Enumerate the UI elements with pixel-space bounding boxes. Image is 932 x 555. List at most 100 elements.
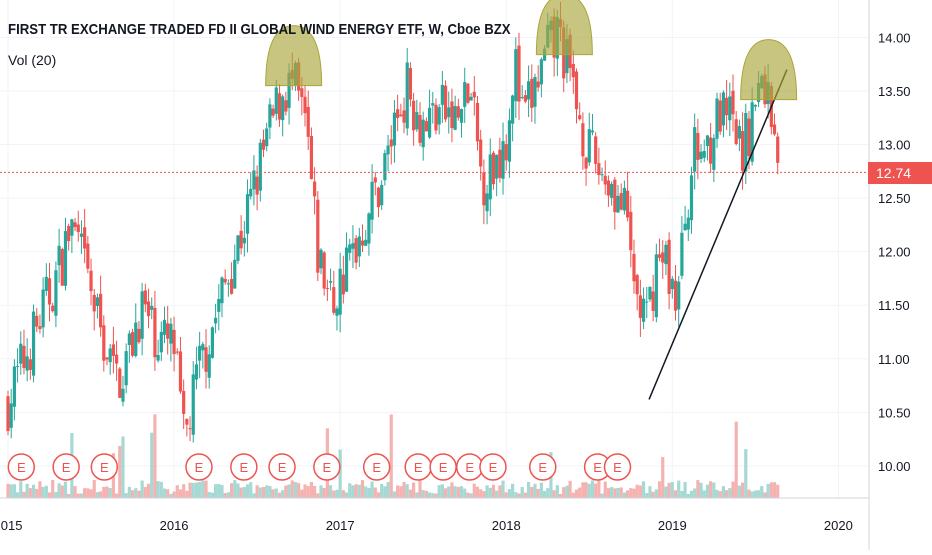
candle-body [571, 64, 575, 78]
volume-bar [533, 483, 537, 498]
candle-body [520, 97, 524, 99]
candle-body [185, 419, 189, 425]
volume-bar [360, 480, 365, 498]
volume-bar [539, 482, 543, 498]
candle-body [667, 239, 671, 294]
volume-bar [680, 490, 684, 498]
volume-bar [677, 480, 681, 498]
volume-bar [15, 492, 20, 498]
candle-body [328, 281, 333, 283]
volume-bar [277, 492, 282, 498]
candle-body [249, 188, 253, 197]
candle-body [265, 128, 269, 147]
candle-body [261, 139, 266, 150]
volume-bar [424, 490, 428, 498]
volume-bar [552, 490, 556, 498]
candle-body [54, 270, 58, 316]
y-tick-label: 10.50 [878, 405, 911, 420]
candle-body [747, 118, 751, 157]
volume-bar [756, 490, 761, 498]
candle-body [127, 333, 131, 346]
volume-bar [763, 492, 767, 498]
candle-body [83, 227, 87, 249]
volume-bar [134, 488, 138, 498]
candle-body [239, 230, 243, 249]
candle-body [284, 100, 288, 112]
volume-bar [769, 482, 773, 498]
volume-bar [670, 481, 674, 498]
candle-body [73, 222, 77, 228]
candle-body [389, 139, 393, 147]
candle-body [63, 231, 68, 286]
volume-bar [555, 485, 559, 498]
candle-body [380, 184, 384, 206]
candle-body [252, 170, 256, 190]
candle-body [447, 107, 451, 118]
candle-body [162, 319, 167, 335]
volume-bar [229, 483, 234, 498]
candle-body [421, 119, 425, 148]
candle-body [105, 357, 109, 360]
candle-body [699, 151, 703, 159]
volume-bar [638, 485, 642, 498]
earnings-marker [479, 453, 507, 481]
volume-bar [485, 485, 489, 498]
volume-bar [255, 485, 259, 498]
volume-bar [526, 482, 531, 498]
volume-bar [242, 487, 246, 498]
candle-body [159, 331, 163, 353]
candle-body [530, 78, 534, 108]
volume-bar [265, 485, 269, 498]
candle-body [683, 223, 687, 231]
candle-body [357, 236, 361, 257]
earnings-marker [362, 453, 391, 481]
candle-body [175, 351, 179, 353]
candle-body [370, 181, 374, 220]
volume-bar [249, 482, 253, 498]
volume-bar [306, 486, 310, 498]
x-tick-label: 2019 [658, 518, 687, 533]
volume-bar [562, 487, 566, 498]
candle-body [114, 354, 119, 364]
candle-body [22, 345, 26, 368]
volume-bar [284, 485, 288, 498]
volume-bar [210, 492, 215, 498]
volume-bar [693, 488, 697, 498]
candle-body [498, 149, 502, 178]
volume-bar [185, 490, 189, 498]
candle-body [772, 124, 777, 135]
volume-bar [166, 489, 170, 498]
last-price-tag: 12.74 [868, 162, 932, 184]
candle-body [440, 84, 444, 105]
volume-bar [367, 487, 371, 498]
candle-body [606, 180, 611, 196]
volume-bar [479, 489, 483, 498]
earnings-marker-label: E [62, 460, 71, 475]
candle-body [645, 301, 649, 303]
candle-body [178, 351, 183, 392]
volume-bar [344, 492, 349, 498]
volume-bar [287, 484, 291, 498]
volume-bar [207, 492, 211, 498]
volume-bar [530, 486, 534, 498]
candle-body [677, 281, 681, 310]
volume-bar [313, 486, 317, 498]
y-tick-label: 13.00 [878, 138, 911, 153]
candle-body [657, 254, 662, 258]
volume-bar [664, 486, 668, 498]
earnings-marker-label: E [195, 460, 204, 475]
candle-body [213, 317, 218, 324]
candle-body [511, 95, 515, 124]
candle-body [434, 104, 438, 131]
y-tick-label: 12.00 [878, 245, 911, 260]
volume-bar [705, 484, 710, 498]
volume-bar [6, 483, 10, 498]
volume-bar [153, 414, 157, 498]
volume-bar [597, 480, 601, 498]
highlighted-top [265, 25, 323, 87]
earnings-marker-label: E [538, 460, 547, 475]
volume-bar [734, 421, 738, 498]
candle-body [316, 199, 320, 273]
